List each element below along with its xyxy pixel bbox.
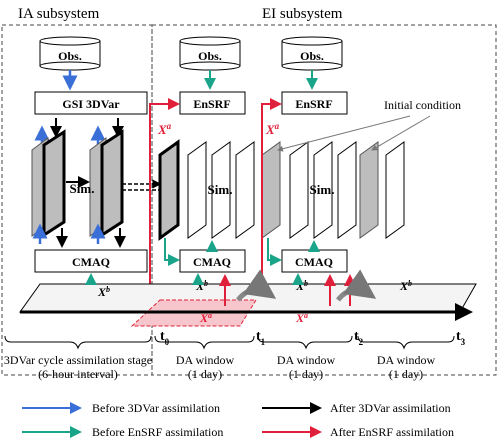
stage-da1-line2: (1 day) xyxy=(188,367,222,381)
xb-label-ia: Xb xyxy=(97,285,110,300)
stage-da3-line1: DA window xyxy=(377,353,436,367)
ensrf-box-2 xyxy=(281,91,348,115)
cycle-arrow-2 xyxy=(336,269,377,302)
stage-da1-line1: DA window xyxy=(176,353,235,367)
obs-cylinder-ei-2: Obs. xyxy=(281,36,343,71)
obs-cylinder-ia: Obs. xyxy=(39,36,101,71)
svg-text:EnSRF: EnSRF xyxy=(295,97,332,111)
legend-label-after-3dvar: After 3DVar assimilation xyxy=(330,401,451,415)
legend-label-before-ensrf: Before EnSRF assimilation xyxy=(92,425,223,439)
legend: Before 3DVar assimilation After 3DVar as… xyxy=(22,401,454,439)
xa-label-shade-2: Xa xyxy=(295,311,308,326)
xa-label-2: Xa xyxy=(265,121,280,137)
tick-t1: t1 xyxy=(256,329,266,347)
ei-sim-panels-1 xyxy=(158,139,255,241)
ia-subsystem-title: IA subsystem xyxy=(18,6,100,22)
brace-da-1 xyxy=(154,335,255,350)
stage-da2-line2: (1 day) xyxy=(289,367,323,381)
ei-sim-label-2: Sim. xyxy=(310,182,335,197)
ia-subsystem-frame xyxy=(1,24,153,376)
ei-sim-label-1: Sim. xyxy=(208,182,233,197)
svg-text:CMAQ: CMAQ xyxy=(72,255,110,269)
svg-text:Obs.: Obs. xyxy=(300,49,324,63)
stage-3dvar-line1: 3DVar cycle assimilation stage xyxy=(4,353,152,367)
ei-subsystem-frame xyxy=(151,24,497,376)
tick-t3: t3 xyxy=(456,329,466,347)
ensrf-box-1 xyxy=(179,91,246,115)
svg-text:Obs.: Obs. xyxy=(198,49,222,63)
xb-label-ei-2: Xb xyxy=(295,279,308,294)
svg-text:Obs.: Obs. xyxy=(58,49,82,63)
cmaq-box-ia xyxy=(34,249,148,273)
legend-label-after-ensrf: After EnSRF assimilation xyxy=(330,425,454,439)
ei-subsystem-title: EI subsystem xyxy=(262,6,343,22)
obs-cylinder-ei-1: Obs. xyxy=(179,36,241,71)
brace-da-2 xyxy=(257,335,353,350)
stage-3dvar-line2: (6-hour interval) xyxy=(38,367,118,381)
ei-sim-panels-2 xyxy=(261,141,357,239)
stage-da3-line2: (1 day) xyxy=(389,367,423,381)
svg-text:EnSRF: EnSRF xyxy=(193,97,230,111)
svg-text:CMAQ: CMAQ xyxy=(193,255,231,269)
tick-t0: t0 xyxy=(160,329,170,347)
xa-red-path-2 xyxy=(261,98,282,312)
brace-da-3 xyxy=(357,335,455,350)
stage-da2-line1: DA window xyxy=(277,353,336,367)
xa-label-1: Xa xyxy=(157,121,172,137)
legend-label-before-3dvar: Before 3DVar assimilation xyxy=(92,401,220,415)
initial-condition-label: Initial condition xyxy=(384,98,461,112)
cycle-arrow-1 xyxy=(236,269,277,302)
tick-t2: t2 xyxy=(354,329,364,347)
gsi-3dvar-box xyxy=(34,91,148,115)
brace-3dvar xyxy=(4,335,152,350)
xa-red-path-1 xyxy=(149,98,180,312)
ia-sim-label: Sim. xyxy=(70,181,95,196)
xa-label-shade-1: Xa xyxy=(199,311,212,326)
ei-sim-panels-3 xyxy=(359,141,405,239)
xb-label-ei-3: Xb xyxy=(399,279,412,294)
xb-label-ei-1: Xb xyxy=(195,279,208,294)
gsi-3dvar-label: GSI 3DVar xyxy=(62,97,120,111)
svg-text:CMAQ: CMAQ xyxy=(295,255,333,269)
ia-sim-panels xyxy=(31,129,124,238)
